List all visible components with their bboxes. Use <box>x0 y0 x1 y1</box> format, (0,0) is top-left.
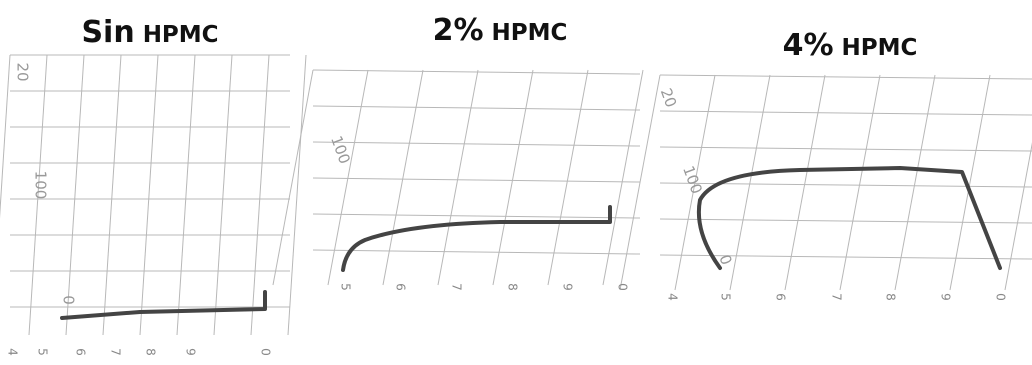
title-unit: HPMC <box>842 35 918 61</box>
grid-line <box>103 55 121 335</box>
x-tick-label: 4 <box>666 293 680 301</box>
grids <box>0 55 1032 335</box>
panel-title: 2% HPMC <box>433 13 568 48</box>
x-tick-label: 5 <box>339 283 353 291</box>
x-tick-label: 7 <box>109 348 123 356</box>
y-label: 100 <box>679 163 706 196</box>
grid-line <box>313 250 640 254</box>
page: {"panels": [ {"title": {"main": "Sin", "… <box>0 0 1032 365</box>
panel-title: 4% HPMC <box>783 28 918 63</box>
grid-line <box>177 55 195 335</box>
x-tick-label: 0 <box>994 293 1008 301</box>
x-tick-label: 9 <box>184 348 198 356</box>
grid-line <box>603 70 643 285</box>
grid-line <box>313 70 640 74</box>
grid-line <box>950 75 990 290</box>
curve <box>699 168 1000 268</box>
grid-line <box>313 178 640 182</box>
grid-line <box>620 75 660 290</box>
title-main: 2% <box>433 13 484 48</box>
x-tick-label: 6 <box>74 348 88 356</box>
x-tick-label: 0 <box>259 348 273 356</box>
grid-line <box>660 219 1032 223</box>
grid-line <box>313 142 640 146</box>
y-label: 0 <box>715 252 735 267</box>
x-tick-label: 8 <box>144 348 158 356</box>
x-tick-label: 0 <box>616 283 630 291</box>
grid-line <box>438 70 478 285</box>
grid-line <box>313 214 640 218</box>
curve <box>62 292 265 318</box>
y-label: 20 <box>14 62 32 81</box>
title-unit: HPMC <box>492 20 568 46</box>
x-tick-label: 8 <box>506 283 520 291</box>
x-tick-label: 7 <box>450 283 464 291</box>
x-tick-label: 8 <box>884 293 898 301</box>
grid-line <box>660 111 1032 115</box>
x-tick-label: 5 <box>719 293 733 301</box>
y-label: 100 <box>32 171 50 200</box>
title-main: 4% <box>783 28 834 63</box>
grid-line <box>140 55 158 335</box>
panel-title: Sin HPMC <box>81 15 218 50</box>
x-tick-label: 6 <box>394 283 408 291</box>
x-tick-label: 9 <box>561 283 575 291</box>
grid-line <box>730 75 770 290</box>
grid-line <box>660 75 1032 79</box>
grid-line <box>383 70 423 285</box>
x-tick-label: 6 <box>774 293 788 301</box>
grid-line <box>0 55 10 335</box>
grid-line <box>313 106 640 110</box>
x-tick-label: 9 <box>939 293 953 301</box>
grid-line <box>1005 75 1032 290</box>
y-label: 0 <box>60 295 78 305</box>
figure: Sin HPMC 4 5 6 7 8 9 0 20 100 0 2% HPMC 5 6 7 8 9 0 100 4% HPM… <box>0 0 1032 365</box>
y-label: 100 <box>327 133 354 166</box>
x-tick-label: 5 <box>36 348 50 356</box>
grid-line <box>785 75 825 290</box>
title-main: Sin <box>81 15 134 50</box>
grid-line <box>214 55 232 335</box>
grid-line <box>288 55 306 335</box>
title-unit: HPMC <box>143 22 219 48</box>
x-tick-label: 4 <box>6 348 20 356</box>
x-tick-label: 7 <box>830 293 844 301</box>
grid-line <box>66 55 84 335</box>
y-label: 20 <box>657 86 680 110</box>
